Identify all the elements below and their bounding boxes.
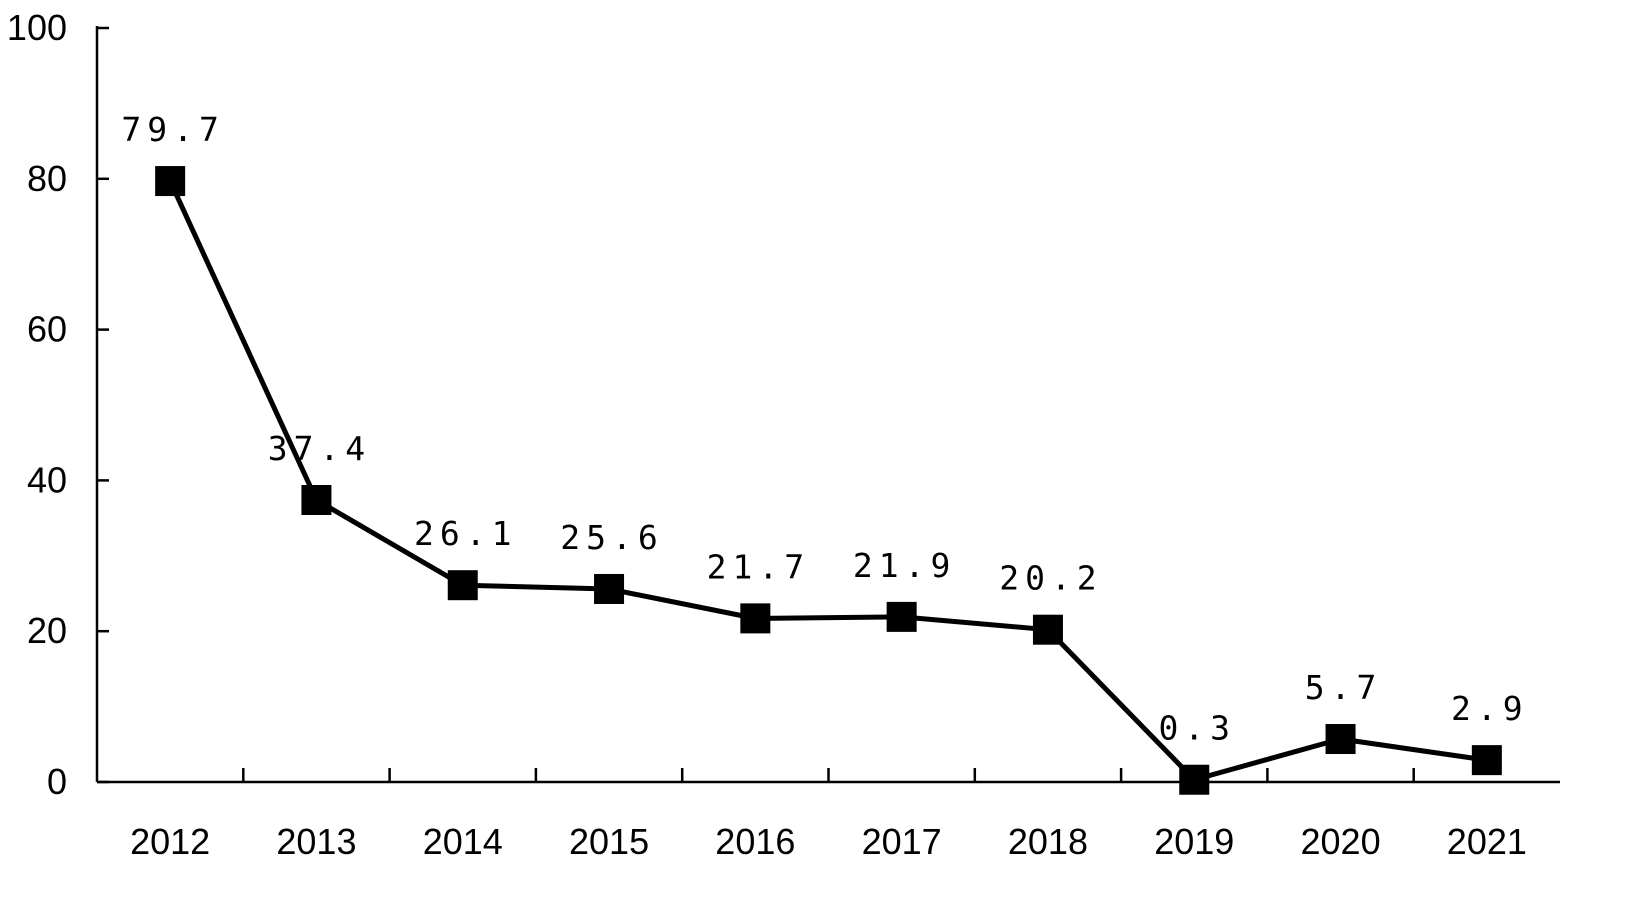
data-labels: 79.7 37.4 26.1 25.6 21.7 21.9 20.2 0.3 5.7 2.9 [121,110,1529,748]
x-tick-label: 2013 [276,821,356,862]
data-label: 37.4 [268,429,371,468]
axes: 0 20 40 60 80 100 2012 2013 2014 2015 2016 2017 2018… [7,7,1560,862]
data-point-marker [594,573,625,604]
data-label: 21.9 [853,546,956,585]
y-tick-label: 80 [27,158,67,199]
series-polyline [167,180,1488,783]
data-point-marker [1179,764,1210,795]
data-point-marker [447,570,478,601]
x-tick-label: 2014 [423,821,503,862]
data-point-marker [886,601,917,632]
data-point-marker [1471,745,1502,776]
y-tick-label: 0 [47,761,67,802]
data-point-marker [1032,614,1063,645]
data-label: 21.7 [707,547,810,586]
y-tick-label: 100 [7,7,67,48]
data-point-marker [740,603,771,634]
data-label: 20.2 [999,559,1102,598]
series-line [167,180,1488,783]
series-markers [155,166,1502,795]
data-point-marker [155,166,186,197]
x-tick-label: 2020 [1301,821,1381,862]
data-point-marker [1325,724,1356,755]
x-tick-label: 2021 [1447,821,1527,862]
x-tick-label: 2019 [1154,821,1234,862]
y-tick-label: 40 [27,459,67,500]
data-label: 5.7 [1305,668,1383,707]
x-tick-label: 2017 [862,821,942,862]
data-label: 25.6 [560,518,663,557]
data-label: 26.1 [414,514,517,553]
x-tick-label: 2012 [130,821,210,862]
data-label: 0.3 [1158,709,1236,748]
x-tick-label: 2016 [715,821,795,862]
y-tick-label: 20 [27,610,67,651]
data-label: 79.7 [121,110,224,149]
x-tick-label: 2018 [1008,821,1088,862]
data-point-marker [301,485,332,516]
data-label: 2.9 [1451,689,1529,728]
y-tick-label: 60 [27,309,67,350]
x-tick-label: 2015 [569,821,649,862]
